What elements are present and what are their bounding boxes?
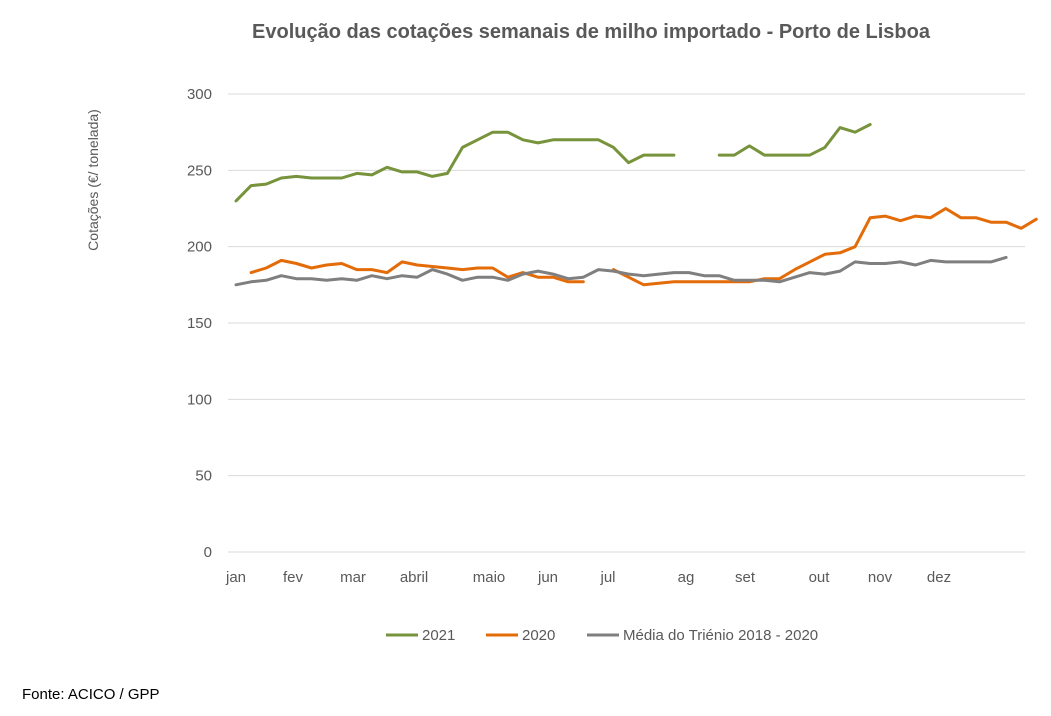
gridlines xyxy=(228,93,1025,553)
y-tick-label: 150 xyxy=(187,315,212,332)
series-line-segment xyxy=(234,130,676,203)
y-axis-ticks: 0 50 100 150 200 250 300 xyxy=(187,86,212,561)
y-tick-label: 0 xyxy=(204,544,212,561)
series-line-segment xyxy=(717,123,872,157)
x-tick-label-ag: ag xyxy=(678,569,695,586)
source-note: Fonte: ACICO / GPP xyxy=(22,686,160,703)
legend-label: 2021 xyxy=(422,627,455,644)
x-tick-label-set: set xyxy=(735,569,756,586)
series-0 xyxy=(234,123,872,203)
x-tick-label-maio: maio xyxy=(473,569,506,586)
legend: 2021 2020 Média do Triénio 2018 - 2020 xyxy=(386,627,818,644)
y-tick-label: 100 xyxy=(187,391,212,408)
y-tick-label: 250 xyxy=(187,162,212,179)
x-tick-label-out: out xyxy=(809,569,831,586)
legend-label: 2020 xyxy=(522,627,555,644)
series-2 xyxy=(234,255,1008,287)
x-tick-label-jun: jun xyxy=(537,569,558,586)
y-tick-label: 50 xyxy=(195,468,212,485)
series-lines xyxy=(234,123,1038,287)
x-axis-ticks: jan fev mar abril maio jun jul ag set out nov dez xyxy=(225,569,951,586)
x-tick-label-jan: jan xyxy=(225,569,246,586)
x-tick-label-fev: fev xyxy=(283,569,304,586)
x-tick-label-abril: abril xyxy=(400,569,428,586)
x-tick-label-mar: mar xyxy=(340,569,366,586)
series-line-segment xyxy=(612,207,1038,287)
series-line-segment xyxy=(234,255,1008,287)
x-tick-label-jul: jul xyxy=(599,569,615,586)
y-tick-label: 200 xyxy=(187,239,212,256)
y-tick-label: 300 xyxy=(187,86,212,103)
chart-title: Evolução das cotações semanais de milho … xyxy=(252,21,931,43)
x-tick-label-nov: nov xyxy=(868,569,893,586)
y-axis-label: Cotações (€/ tonelada) xyxy=(85,109,101,251)
legend-label: Média do Triénio 2018 - 2020 xyxy=(623,627,818,644)
x-tick-label-dez: dez xyxy=(927,569,951,586)
